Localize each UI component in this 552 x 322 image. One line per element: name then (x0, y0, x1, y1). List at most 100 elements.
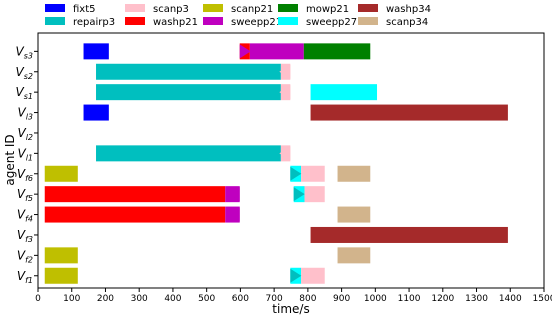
y-tick-label-main: V (17, 208, 26, 222)
x-tick-label-1100: 1100 (398, 294, 421, 304)
bar-scanp3-20 (304, 186, 325, 203)
y-tick-label-sub: f4 (25, 215, 33, 224)
x-tick-label-1000: 1000 (364, 294, 387, 304)
bar-sweepp21-2 (249, 43, 304, 60)
y-tick-label-sub: s2 (24, 72, 33, 81)
y-tick-label-main: V (16, 44, 25, 58)
bar-repairp3-4 (96, 63, 281, 80)
x-tick-label-300: 300 (131, 294, 148, 304)
y-tick-label-main: V (17, 106, 26, 120)
transition-marker-2 (279, 85, 291, 100)
legend: fixt5 repairp3 scanp3 washp21 scanp21 sweepp2… (45, 4, 431, 28)
x-tick-label-400: 400 (164, 294, 181, 304)
y-tick-label-sub: f5 (25, 194, 33, 203)
y-tick-label-Vs1: Vs1 (16, 85, 33, 101)
x-tick-label-500: 500 (198, 294, 215, 304)
y-tick-label-sub: l3 (26, 113, 33, 122)
bar-scanp34-23 (337, 206, 371, 223)
y-tick-label-Vl1: Vl1 (17, 146, 33, 162)
legend-swatch-washp34 (358, 4, 378, 12)
transition-marker-0 (239, 44, 251, 59)
y-tick-label-main: V (17, 248, 26, 262)
bar-scanp3-15 (301, 165, 325, 182)
legend-label-scanp21: scanp21 (231, 4, 273, 15)
y-tick-label-Vf2: Vf2 (17, 248, 33, 264)
y-tick-label-main: V (16, 65, 25, 79)
y-tick-label-Vs3: Vs3 (16, 44, 33, 60)
y-tick-label-main: V (17, 146, 26, 160)
x-tick-label-0: 0 (35, 294, 41, 304)
y-tick-label-main: V (17, 126, 26, 140)
legend-swatch-washp21 (125, 17, 145, 25)
legend-label-scanp34: scanp34 (386, 17, 428, 28)
legend-label-sweepp27: sweepp27 (306, 17, 357, 28)
y-tick-label-Vs2: Vs2 (16, 65, 33, 81)
x-tick-label-1400: 1400 (499, 294, 522, 304)
y-tick-label-Vf1: Vf1 (17, 269, 33, 285)
y-tick-label-Vf4: Vf4 (17, 208, 33, 224)
legend-swatch-sweepp27 (278, 17, 298, 25)
legend-label-washp21: washp21 (153, 17, 198, 28)
x-tick-label-200: 200 (97, 294, 114, 304)
y-tick-label-Vf6: Vf6 (17, 167, 33, 183)
bar-repairp3-11 (96, 145, 281, 162)
legend-swatch-scanp3 (125, 4, 145, 12)
legend-label-repairp3: repairp3 (73, 17, 115, 28)
legend-swatch-sweepp21 (203, 17, 223, 25)
legend-swatch-scanp21 (203, 4, 223, 12)
transition-marker-5 (228, 187, 240, 202)
transition-marker-6 (293, 187, 305, 202)
legend-swatch-repairp3 (45, 17, 65, 25)
y-tick-label-main: V (17, 228, 26, 242)
y-tick-label-sub: f2 (25, 255, 33, 264)
x-tick-label-800: 800 (299, 294, 316, 304)
bar-washp21-21 (44, 206, 226, 223)
legend-label-mowp21: mowp21 (306, 4, 349, 15)
legend-swatch-scanp34 (358, 17, 378, 25)
bar-washp34-10 (310, 104, 508, 121)
x-tick-label-100: 100 (63, 294, 80, 304)
bar-fixt5-9 (83, 104, 109, 121)
task-bars (44, 43, 508, 284)
legend-label-fixt5: fixt5 (73, 4, 96, 15)
y-tick-label-Vl3: Vl3 (17, 106, 33, 122)
y-tick-label-sub: f1 (25, 276, 33, 285)
x-tick-label-1300: 1300 (465, 294, 488, 304)
transition-marker-8 (290, 268, 302, 283)
transition-markers (228, 44, 305, 283)
bar-washp34-24 (310, 226, 508, 243)
y-tick-label-sub: s1 (24, 92, 33, 101)
bar-scanp34-16 (337, 165, 371, 182)
y-tick-label-Vl2: Vl2 (17, 126, 33, 142)
y-axis-label: agent ID (3, 134, 17, 185)
legend-swatch-mowp21 (278, 4, 298, 12)
y-tick-label-sub: f3 (25, 235, 33, 244)
bar-scanp21-13 (44, 165, 78, 182)
bar-sweepp27-8 (310, 84, 378, 101)
transition-marker-3 (279, 146, 291, 161)
x-tick-label-700: 700 (266, 294, 283, 304)
y-tick-label-main: V (17, 167, 26, 181)
transition-marker-4 (290, 166, 302, 181)
y-tick-label-Vf5: Vf5 (17, 187, 33, 203)
x-axis: 0 100 200 300 400 500 600 700 800 900 1000 1100 1200… (35, 288, 552, 304)
y-tick-label-main: V (16, 85, 25, 99)
transition-marker-7 (228, 207, 240, 222)
plot-frame (37, 32, 545, 289)
legend-label-washp34: washp34 (386, 4, 431, 15)
bar-scanp21-25 (44, 247, 78, 264)
x-tick-label-900: 900 (333, 294, 350, 304)
y-tick-label-main: V (17, 269, 26, 283)
legend-label-sweepp21: sweepp21 (231, 17, 282, 28)
y-tick-label-sub: f6 (25, 174, 33, 183)
bar-fixt5-0 (83, 43, 109, 60)
y-tick-label-main: V (17, 187, 26, 201)
y-tick-label-sub: l2 (26, 133, 33, 142)
y-tick-label-sub: l1 (26, 153, 33, 162)
bar-washp21-17 (44, 186, 226, 203)
legend-label-scanp3: scanp3 (153, 4, 189, 15)
x-tick-label-1200: 1200 (431, 294, 454, 304)
x-tick-label-1500: 1500 (533, 294, 552, 304)
legend-swatch-fixt5 (45, 4, 65, 12)
